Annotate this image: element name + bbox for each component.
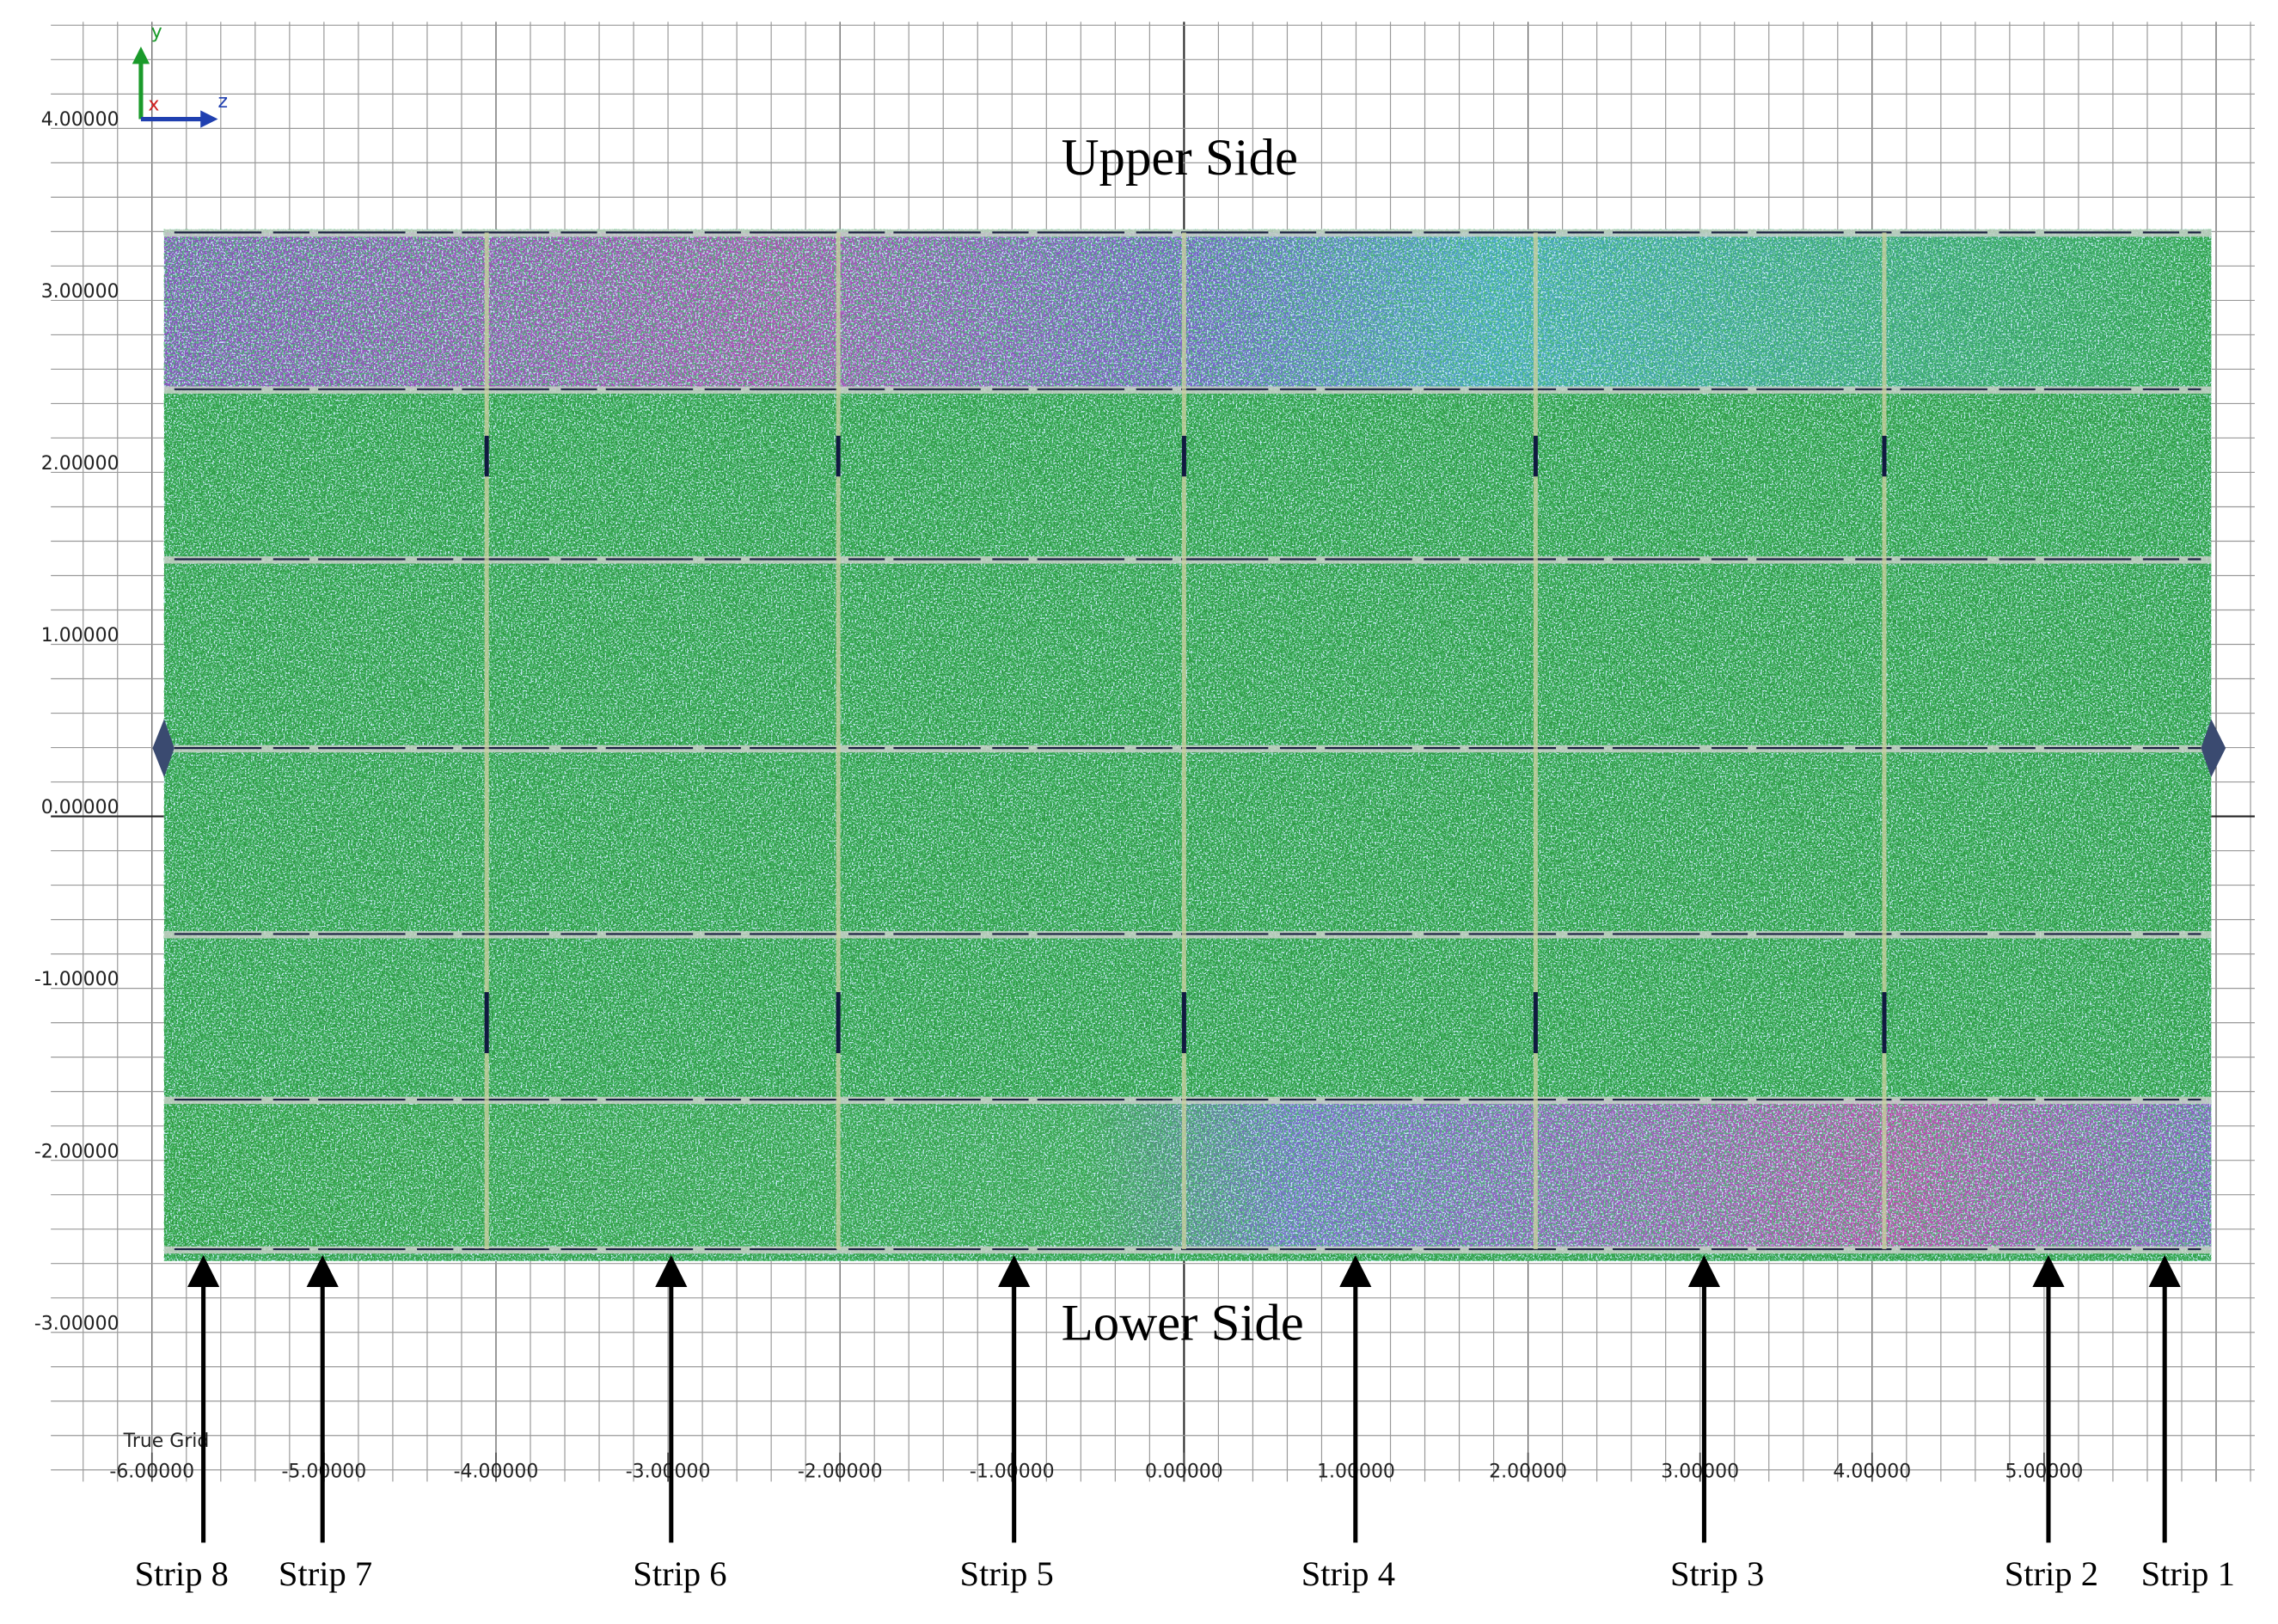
y-tick-label: -3.00000: [34, 1313, 119, 1334]
grid-label: True Grid: [123, 1431, 210, 1452]
x-tick-label: 2.00000: [1489, 1461, 1567, 1482]
x-tick-label: 5.00000: [2005, 1461, 2083, 1482]
x-tick-label: -2.00000: [798, 1461, 883, 1482]
strip-arrowhead: [1339, 1254, 1372, 1288]
lower-side-label: Lower Side: [1062, 1294, 1304, 1351]
strip-arrowhead: [2032, 1254, 2065, 1288]
labels: Upper Side Lower Side True Grid: [123, 129, 1304, 1452]
y-arrowhead: [132, 46, 150, 64]
strip-arrowhead: [1687, 1254, 1721, 1288]
strip-arrowhead: [187, 1254, 220, 1288]
tick-labels: -6.00000-5.00000-4.00000-3.00000-2.00000…: [34, 109, 2083, 1482]
strip-label: Strip 1: [2141, 1554, 2235, 1593]
edge-clamp: [152, 719, 175, 777]
strip-label: Strip 8: [135, 1554, 229, 1593]
y-axis-letter: y: [151, 21, 162, 43]
y-tick-label: -2.00000: [34, 1141, 119, 1162]
strip-label: Strip 2: [2005, 1554, 2098, 1593]
strip-arrowhead: [998, 1254, 1031, 1288]
seams: [152, 229, 2226, 1254]
strip-arrowhead: [306, 1254, 339, 1288]
z-axis-letter: z: [218, 91, 229, 113]
strip-arrowhead: [2148, 1254, 2181, 1288]
x-tick-label: 0.00000: [1145, 1461, 1223, 1482]
x-axis-letter: x: [148, 94, 159, 115]
y-tick-label: 3.00000: [41, 281, 119, 303]
x-tick-label: 4.00000: [1833, 1461, 1911, 1482]
strip-arrowhead: [655, 1254, 688, 1288]
strip-label: Strip 5: [960, 1554, 1054, 1593]
strip-label: Strip 7: [279, 1554, 372, 1593]
x-tick-label: -3.00000: [626, 1461, 711, 1482]
z-arrowhead: [200, 110, 218, 128]
x-tick-label: -4.00000: [454, 1461, 539, 1482]
strip-label: Strip 4: [1301, 1554, 1395, 1593]
strip-label: Strip 6: [633, 1554, 726, 1593]
edge-clamp: [2201, 719, 2226, 777]
y-tick-label: -1.00000: [34, 969, 119, 990]
y-tick-label: 4.00000: [41, 109, 119, 131]
y-tick-label: 0.00000: [41, 797, 119, 818]
x-tick-label: -6.00000: [109, 1461, 194, 1482]
y-tick-label: 1.00000: [41, 625, 119, 647]
x-tick-label: 3.00000: [1661, 1461, 1739, 1482]
strip-markers: Strip 8 Strip 7 Strip 6 Strip 5 Strip 4 Strip…: [135, 1254, 2235, 1593]
y-tick-label: 2.00000: [41, 453, 119, 475]
strip-label: Strip 3: [1670, 1554, 1764, 1593]
axis-indicator: y z x: [132, 21, 228, 128]
upper-side-label: Upper Side: [1062, 129, 1298, 187]
